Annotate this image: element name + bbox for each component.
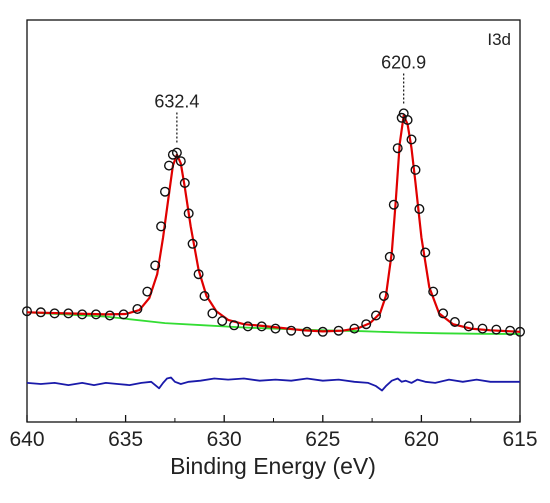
raw-data-point [163,160,174,171]
peak-label: 620.9 [381,52,426,72]
raw-data-point [505,325,516,336]
raw-data-point [420,247,431,258]
raw-data-point [217,316,228,327]
raw-data-point [256,321,267,332]
raw-data-point [286,325,297,336]
peak-label: 632.4 [154,92,199,112]
x-axis-title: Binding Energy (eV) [170,453,376,479]
raw-data-points [22,108,526,337]
raw-data-point [199,291,210,302]
raw-data-point [491,324,502,335]
raw-data-point [90,309,101,320]
fit-line [26,114,521,333]
plot-frame [26,19,521,423]
raw-data-point [142,286,153,297]
raw-data-point [477,323,488,334]
raw-data-point [317,326,328,337]
raw-data-point [428,286,439,297]
raw-data-point [118,309,129,320]
x-axis: 640 635 630 625 620 615 [9,415,538,451]
raw-data-point [132,304,143,315]
raw-data-point [193,269,204,280]
raw-data-point [63,308,74,319]
raw-data-point [49,308,60,319]
raw-data-point [171,147,182,158]
raw-data-point [77,309,88,320]
raw-data-point [229,320,240,331]
raw-data-point [35,307,46,318]
raw-data-point [270,323,281,334]
raw-data-point [349,323,360,334]
raw-data-point [242,321,253,332]
raw-data-point [159,186,170,197]
raw-data-point [104,310,115,321]
raw-data-point [406,134,417,145]
raw-data-point [515,326,526,337]
raw-data-point [302,326,313,337]
raw-data-point [207,308,218,319]
raw-data-point [378,291,389,302]
raw-data-point [333,325,344,336]
x-tick-label: 615 [502,428,537,451]
raw-data-point [150,260,161,271]
x-tick-label: 630 [207,428,242,451]
raw-data-point [438,308,449,319]
x-tick-label: 625 [305,428,340,451]
raw-data-point [463,321,474,332]
raw-data-point [392,143,403,154]
x-tick-label: 620 [404,428,439,451]
panel-label: I3d [487,30,511,49]
x-tick-label: 635 [108,428,143,451]
series-layer [22,108,526,392]
raw-data-point [187,238,198,249]
raw-data-point [175,156,186,167]
raw-data-point [410,164,421,175]
raw-data-point [449,317,460,328]
raw-data-point [414,203,425,214]
raw-data-point [179,177,190,188]
raw-data-point [371,310,382,321]
residual-line [26,376,520,392]
raw-data-point [22,306,33,317]
peak-annotations: 632.4 620.9 [154,52,426,145]
raw-data-point [402,114,413,125]
x-tick-label: 640 [9,428,44,451]
raw-data-point [384,251,395,262]
raw-data-point [183,208,194,219]
raw-data-point [156,221,167,232]
raw-data-point [361,319,372,330]
raw-data-point [388,199,399,210]
